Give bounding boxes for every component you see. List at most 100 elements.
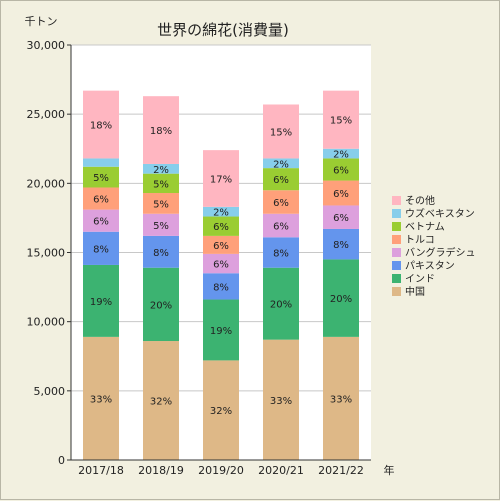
data-label: 8%: [93, 244, 109, 255]
bar-segment: [203, 206, 239, 217]
x-tick-label: 2017/18: [78, 464, 124, 477]
bar-segment: [263, 339, 299, 460]
data-label: 5%: [153, 199, 169, 210]
data-label: 2%: [153, 165, 169, 176]
data-label: 6%: [273, 175, 289, 186]
legend-item: トルコ: [392, 235, 435, 246]
data-label: 17%: [210, 174, 232, 185]
legend-swatch: [392, 248, 401, 257]
data-label: 6%: [213, 241, 229, 252]
bar-segment: [143, 235, 179, 268]
x-axis: 2017/18 2018/19 2019/20 2020/21 2021/22: [71, 459, 371, 477]
bar-stack: 32% 19% 8% 6% 6% 6% 2% 17%: [203, 150, 239, 460]
bar-segment: [83, 231, 119, 265]
bar-segment: [143, 341, 179, 460]
bar-segment: [143, 96, 179, 164]
bar-segment: [263, 213, 299, 238]
legend-swatch: [392, 209, 401, 218]
bar-segment: [83, 264, 119, 337]
bar-segment: [263, 237, 299, 268]
data-label: 5%: [153, 221, 169, 232]
y-tick-label: 25,000: [27, 108, 66, 121]
bar-segment: [83, 90, 119, 159]
legend-swatch: [392, 261, 401, 270]
legend-label: 中国: [405, 285, 425, 298]
data-label: 2%: [333, 150, 349, 161]
x-tick-label: 2018/19: [138, 464, 184, 477]
legend-label: ウズベキスタン: [405, 207, 475, 220]
data-label: 18%: [150, 126, 172, 137]
data-label: 8%: [333, 240, 349, 251]
bar-segment: [323, 90, 359, 149]
bar-segment: [323, 336, 359, 460]
legend-label: ベトナム: [405, 221, 445, 233]
bar-segment: [263, 168, 299, 191]
data-label: 6%: [333, 166, 349, 177]
data-label: 6%: [273, 198, 289, 209]
bar-segment: [143, 173, 179, 194]
bar-segment: [143, 213, 179, 236]
data-label: 8%: [153, 248, 169, 259]
bar-segment: [203, 216, 239, 236]
data-label: 5%: [153, 179, 169, 190]
data-label: 20%: [330, 294, 352, 305]
data-label: 33%: [270, 396, 292, 407]
legend-label: インド: [405, 274, 435, 285]
legend-item: インド: [392, 274, 435, 285]
y-tick-label: 10,000: [27, 316, 66, 329]
x-tick-label: 2021/22: [318, 464, 364, 477]
y-tick-label: 20,000: [27, 177, 66, 190]
data-label: 6%: [213, 222, 229, 233]
legend-swatch: [392, 274, 401, 283]
bar-segment: [83, 158, 119, 167]
legend-item: ベトナム: [392, 221, 445, 233]
data-label: 19%: [90, 297, 112, 308]
legend-item: 中国: [392, 285, 425, 298]
legend-item: パキスタン: [392, 260, 455, 272]
bar-segment: [323, 158, 359, 181]
data-label: 18%: [90, 121, 112, 132]
legend-item: バングラデシュ: [392, 246, 476, 259]
data-label: 5%: [93, 173, 109, 184]
data-label: 6%: [333, 189, 349, 200]
bar-segment: [263, 104, 299, 159]
bar-segment: [323, 259, 359, 337]
bar-segment: [143, 193, 179, 214]
bar-segment: [323, 148, 359, 159]
data-label: 20%: [270, 300, 292, 311]
chart-title: 世界の綿花(消費量): [157, 21, 289, 39]
y-tick-label: 15,000: [27, 247, 66, 260]
bar-segment: [203, 299, 239, 361]
data-label: 6%: [93, 217, 109, 228]
x-tick-label: 2019/20: [198, 464, 244, 477]
bar-stack: 33% 20% 8% 6% 6% 6% 2% 15%: [263, 104, 299, 460]
x-axis-unit-label: 年: [384, 463, 395, 477]
bar-segment: [83, 166, 119, 188]
data-label: 19%: [210, 326, 232, 337]
data-label: 8%: [273, 249, 289, 260]
legend-swatch: [392, 222, 401, 231]
data-label: 15%: [270, 127, 292, 138]
bar-segment: [203, 235, 239, 254]
bar-segment: [143, 267, 179, 342]
legend-label: トルコ: [405, 235, 435, 246]
y-tick-label: 0: [58, 454, 65, 467]
bar-segment: [263, 267, 299, 340]
bar-segment: [203, 360, 239, 460]
bar-stack: 33% 20% 8% 6% 6% 6% 2% 15%: [323, 90, 359, 460]
data-label: 6%: [93, 195, 109, 206]
bar-segment: [203, 150, 239, 207]
bar-segment: [263, 158, 299, 169]
y-tick-label: 30,000: [27, 39, 66, 52]
bar-segment: [83, 209, 119, 232]
data-label: 33%: [330, 394, 352, 405]
bar-segment: [323, 180, 359, 206]
data-label: 32%: [150, 397, 172, 408]
data-label: 6%: [333, 213, 349, 224]
bar-segment: [143, 163, 179, 174]
bar-stack: 32% 20% 8% 5% 5% 5% 2% 18%: [143, 96, 179, 460]
bar-stacks: 33% 19% 8% 6% 6% 5% 18% 32% 20% 8% 5% 5% 5% 2% 18% 32% 1…: [83, 90, 359, 460]
bar-segment: [83, 336, 119, 460]
